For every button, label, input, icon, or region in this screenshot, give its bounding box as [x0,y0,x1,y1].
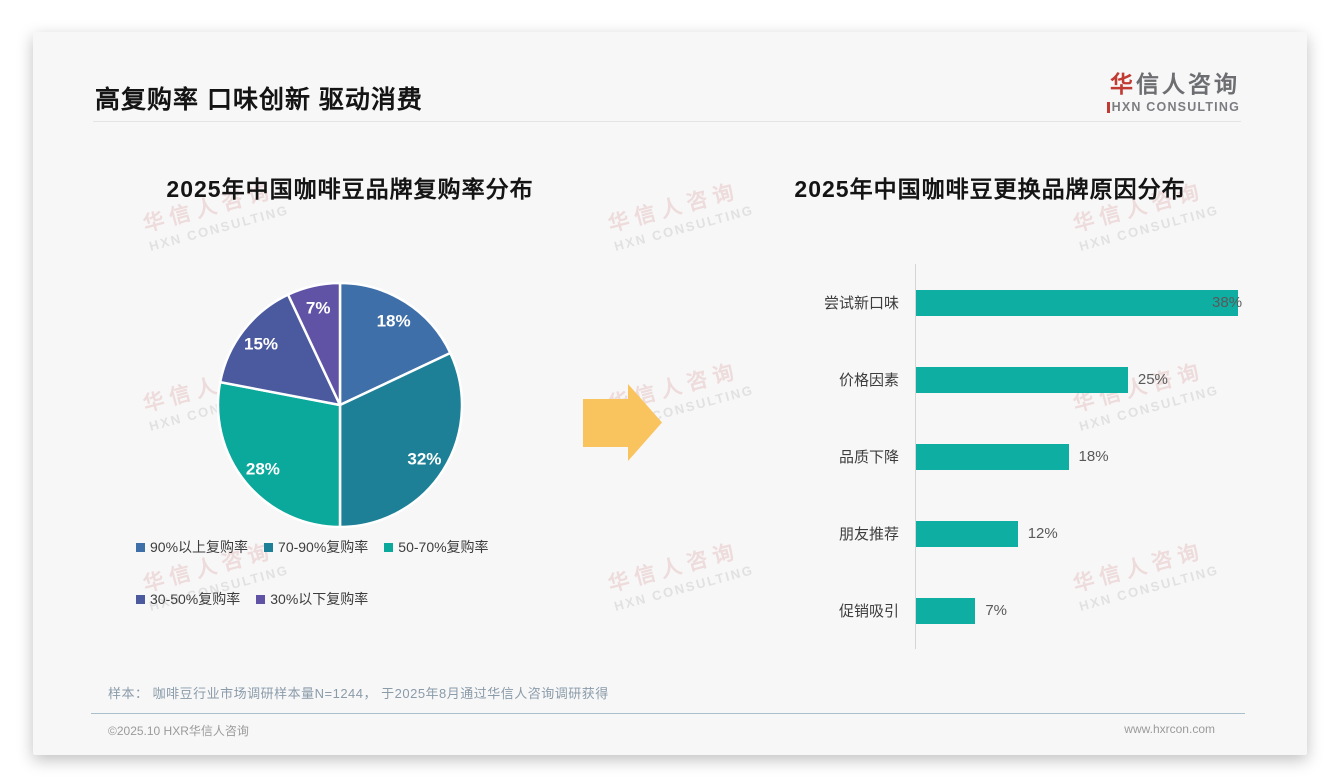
company-logo: 华信人咨询 HXN CONSULTING [1106,65,1240,114]
bar-plot-area: 18% [915,418,1255,495]
bar-row: 价格因素 25% [785,341,1255,418]
bar-value-label: 7% [985,602,1007,619]
bar-fill [916,289,1239,316]
logo-chinese-text: 华信人咨询 [1110,65,1240,99]
bar-row: 促销吸引 7% [785,572,1255,649]
legend-item: 30-50%复购率 [136,589,240,609]
legend-swatch-icon [136,542,145,552]
pie-slice-5 [286,281,342,407]
bar-plot-area: 7% [915,572,1255,649]
pie-chart-title: 2025年中国咖啡豆品牌复购率分布 [166,176,534,202]
logo-en-label: HXN CONSULTING [1111,100,1240,114]
pie-data-label: 15% [244,335,278,354]
logo-red-tick-icon [1106,101,1110,113]
bar-value-label: 25% [1137,371,1168,388]
logo-english-text: HXN CONSULTING [1106,100,1240,114]
pie-slice-3 [216,380,342,529]
bar-plot-area: 12% [915,495,1255,572]
bar-chart-title: 2025年中国咖啡豆更换品牌原因分布 [794,176,1186,202]
bar-category-label: 尝试新口味 [823,295,899,312]
bar-value-label: 18% [1078,448,1109,465]
legend-item: 90%以上复购率 [136,537,248,557]
legend-label: 50-70%复购率 [398,539,489,555]
bar-fill [916,520,1018,547]
logo-rest-chars: 信人咨询 [1136,71,1240,97]
bar-category-label: 价格因素 [838,372,899,389]
bar-plot-area: 38% [915,264,1255,341]
pie-data-label: 28% [246,460,280,479]
bar-row: 尝试新口味 38% [785,264,1255,341]
legend-swatch-icon [264,542,274,552]
bar-plot-area: 25% [915,341,1255,418]
bar-fill [916,366,1128,393]
page-title: 高复购率 口味创新 驱动消费 [95,86,423,114]
bar-value-label: 12% [1027,525,1058,542]
bar-row: 品质下降 18% [785,418,1255,495]
legend-item: 70-90%复购率 [264,537,368,557]
pie-slice-2 [338,351,464,529]
sample-footnote: 样本： 咖啡豆行业市场调研样本量N=1244， 于2025年8月通过华信人咨询调… [108,686,609,701]
legend-item: 30%以下复购率 [256,589,368,609]
logo-accent-char: 华 [1110,71,1136,97]
pie-data-label: 32% [407,450,441,469]
bar-fill [916,443,1069,470]
pie-chart: 18% 32% 28% 15% 7% [216,281,464,529]
pie-slice-4 [218,293,342,407]
legend-item: 50-70%复购率 [384,537,489,557]
right-arrow-shape [583,384,662,461]
slide-card: 华信人咨询 HXN CONSULTING 华信人咨询 HXN CONSULTING 华信… [33,32,1307,755]
footer-divider [91,713,1245,714]
footer-website: www.hxrcon.com [1124,722,1215,736]
bar-category-label: 促销吸引 [838,603,899,620]
pie-data-label: 7% [306,298,331,317]
legend-swatch-icon [384,542,394,552]
pie-chart-legend: 90%以上复购率 70-90%复购率 50-70%复购率 30-50%复购率 30%以下… [136,537,588,609]
bar-fill [916,597,976,624]
legend-label: 70-90%复购率 [278,539,369,555]
legend-label: 30%以下复购率 [270,591,369,607]
legend-label: 30-50%复购率 [150,591,241,607]
pie-data-label: 18% [377,312,411,331]
bar-category-label: 朋友推荐 [838,526,899,543]
bar-chart: 尝试新口味 38% 价格因素 25% 品质下降 18% 朋友推荐 12% 促销吸引 7% [785,264,1255,649]
bar-row: 朋友推荐 12% [785,495,1255,572]
header-divider [93,121,1241,122]
legend-label: 90%以上复购率 [150,539,249,555]
legend-swatch-icon [136,594,145,604]
flow-arrow-icon [583,384,662,461]
bar-category-label: 品质下降 [838,449,899,466]
pie-slice-1 [338,281,452,407]
footer-copyright: ©2025.10 HXR华信人咨询 [108,724,249,738]
bar-value-label: 38% [1212,294,1243,311]
legend-swatch-icon [256,594,266,604]
